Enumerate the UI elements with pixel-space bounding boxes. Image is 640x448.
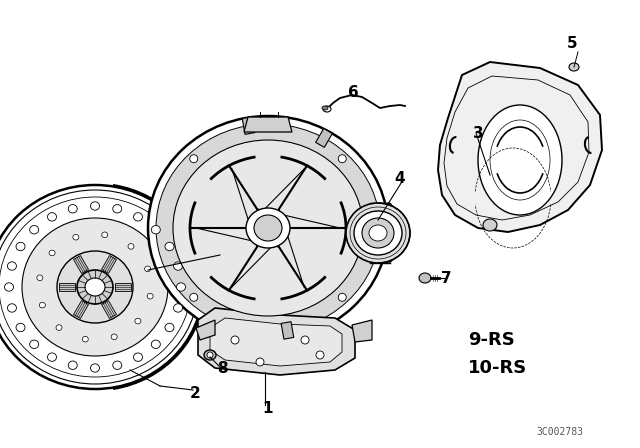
Ellipse shape — [339, 293, 346, 302]
Ellipse shape — [362, 218, 394, 248]
Ellipse shape — [47, 213, 56, 221]
Ellipse shape — [77, 270, 113, 304]
Ellipse shape — [165, 323, 174, 332]
Ellipse shape — [478, 105, 562, 215]
Ellipse shape — [165, 242, 174, 251]
Ellipse shape — [177, 283, 186, 291]
Ellipse shape — [354, 211, 402, 255]
Ellipse shape — [134, 213, 143, 221]
Polygon shape — [74, 255, 88, 273]
Ellipse shape — [68, 205, 77, 213]
Ellipse shape — [322, 106, 328, 110]
Ellipse shape — [483, 219, 497, 231]
Ellipse shape — [0, 185, 203, 389]
Ellipse shape — [111, 334, 117, 340]
Ellipse shape — [40, 302, 45, 308]
Polygon shape — [102, 301, 116, 319]
Polygon shape — [59, 283, 75, 291]
Text: 9-RS: 9-RS — [468, 331, 515, 349]
Ellipse shape — [231, 336, 239, 344]
Polygon shape — [196, 320, 215, 340]
Ellipse shape — [16, 242, 25, 251]
Ellipse shape — [29, 225, 38, 234]
Ellipse shape — [256, 358, 264, 366]
Ellipse shape — [113, 361, 122, 370]
Ellipse shape — [8, 304, 17, 312]
Ellipse shape — [37, 275, 43, 280]
Ellipse shape — [378, 203, 398, 263]
Polygon shape — [244, 117, 292, 132]
Text: 1: 1 — [263, 401, 273, 415]
Ellipse shape — [151, 340, 160, 349]
Ellipse shape — [4, 283, 13, 291]
Ellipse shape — [151, 225, 160, 234]
Ellipse shape — [173, 140, 363, 316]
Polygon shape — [115, 283, 131, 291]
Ellipse shape — [189, 155, 198, 163]
Ellipse shape — [254, 215, 282, 241]
Ellipse shape — [204, 350, 216, 360]
Text: 5: 5 — [566, 35, 577, 51]
Ellipse shape — [56, 325, 62, 331]
Ellipse shape — [90, 364, 99, 372]
Polygon shape — [352, 320, 372, 342]
Ellipse shape — [173, 262, 182, 270]
Text: 4: 4 — [395, 171, 405, 185]
Ellipse shape — [369, 225, 387, 241]
Ellipse shape — [90, 202, 99, 210]
Text: 6: 6 — [348, 85, 358, 99]
Text: 3: 3 — [473, 125, 483, 141]
Polygon shape — [438, 62, 602, 232]
Ellipse shape — [85, 278, 105, 296]
Polygon shape — [242, 117, 255, 134]
Ellipse shape — [145, 266, 150, 271]
Polygon shape — [198, 308, 355, 375]
Ellipse shape — [8, 262, 17, 270]
Ellipse shape — [207, 352, 213, 358]
Ellipse shape — [134, 353, 143, 362]
Polygon shape — [281, 322, 294, 339]
Ellipse shape — [301, 336, 309, 344]
Text: 2: 2 — [189, 385, 200, 401]
Ellipse shape — [22, 218, 168, 356]
Ellipse shape — [128, 244, 134, 249]
Ellipse shape — [346, 203, 410, 263]
Ellipse shape — [29, 340, 38, 349]
Ellipse shape — [113, 205, 122, 213]
Ellipse shape — [246, 208, 290, 248]
Ellipse shape — [68, 361, 77, 370]
Ellipse shape — [569, 63, 579, 71]
Ellipse shape — [73, 234, 79, 240]
Ellipse shape — [47, 353, 56, 362]
Polygon shape — [102, 255, 116, 273]
Ellipse shape — [135, 318, 141, 324]
Ellipse shape — [57, 251, 133, 323]
Ellipse shape — [173, 304, 182, 312]
Ellipse shape — [316, 351, 324, 359]
Polygon shape — [74, 301, 88, 319]
Ellipse shape — [16, 323, 25, 332]
Polygon shape — [210, 318, 342, 366]
Ellipse shape — [148, 116, 388, 340]
Ellipse shape — [323, 106, 331, 112]
Text: 8: 8 — [217, 361, 227, 375]
Ellipse shape — [83, 336, 88, 342]
Ellipse shape — [419, 273, 431, 283]
Ellipse shape — [189, 293, 198, 302]
Ellipse shape — [147, 293, 153, 299]
Polygon shape — [316, 129, 332, 147]
Text: 3C002783: 3C002783 — [536, 427, 583, 437]
Ellipse shape — [102, 232, 108, 237]
Text: 7: 7 — [441, 271, 451, 285]
Text: 10-RS: 10-RS — [468, 359, 527, 377]
Ellipse shape — [49, 250, 55, 256]
Ellipse shape — [156, 124, 380, 332]
Ellipse shape — [339, 155, 346, 163]
